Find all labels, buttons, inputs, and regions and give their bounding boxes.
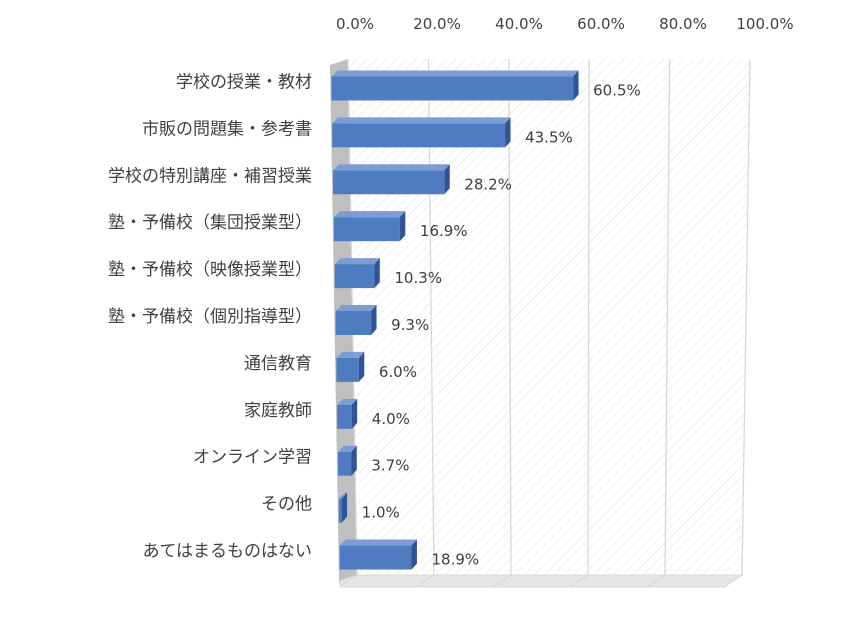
bar-front bbox=[332, 123, 506, 148]
gridline bbox=[587, 58, 590, 576]
gridline bbox=[508, 58, 512, 576]
gridline-floor bbox=[415, 574, 435, 588]
data-label: 43.5% bbox=[525, 128, 573, 146]
bar bbox=[336, 351, 365, 382]
bar-front bbox=[333, 170, 445, 195]
bar-front bbox=[337, 404, 352, 429]
data-label: 1.0% bbox=[362, 504, 400, 522]
bar-top bbox=[333, 211, 406, 218]
gridline bbox=[664, 58, 671, 576]
data-label: 4.0% bbox=[372, 410, 410, 428]
bar-top bbox=[337, 398, 358, 405]
gridline-floor bbox=[646, 574, 666, 588]
data-label: 9.3% bbox=[391, 316, 429, 334]
data-label: 3.7% bbox=[371, 457, 409, 475]
bar-front bbox=[336, 357, 359, 382]
bar-side bbox=[351, 398, 358, 429]
bar-front bbox=[335, 311, 372, 335]
bar bbox=[337, 398, 358, 429]
bar-top bbox=[335, 305, 377, 311]
bar-top bbox=[336, 351, 365, 358]
category-label: 市販の問題集・参考書 bbox=[142, 119, 312, 139]
bar-front bbox=[339, 545, 412, 570]
bar-top bbox=[332, 117, 511, 124]
bar-side bbox=[411, 539, 417, 570]
gridline-floor bbox=[492, 574, 512, 588]
bar-side bbox=[351, 445, 357, 476]
category-label: 学校の特別講座・補習授業 bbox=[108, 166, 312, 186]
category-label: 塾・予備校（個別指導型） bbox=[108, 306, 312, 327]
bar-top bbox=[331, 70, 579, 77]
category-label: その他 bbox=[261, 495, 312, 515]
bar bbox=[335, 305, 377, 335]
bar-top bbox=[339, 539, 417, 546]
gridline bbox=[741, 58, 751, 576]
category-label: あてはまるものはない bbox=[143, 542, 312, 562]
bar-front bbox=[338, 498, 342, 523]
bar-side bbox=[371, 305, 377, 335]
x-tick-label: 40.0% bbox=[495, 15, 543, 33]
bar-side bbox=[358, 351, 365, 382]
bar-front bbox=[333, 217, 400, 242]
data-label: 6.0% bbox=[379, 363, 417, 381]
bar-side bbox=[341, 492, 348, 523]
bar-top bbox=[333, 164, 450, 171]
category-label: 学校の授業・教材 bbox=[176, 72, 312, 92]
x-tick-label: 20.0% bbox=[413, 15, 461, 33]
category-label: 塾・予備校（映像授業型） bbox=[108, 259, 312, 280]
bar-side bbox=[444, 164, 450, 195]
category-label: 通信教育 bbox=[244, 354, 312, 374]
bar-top bbox=[338, 492, 348, 499]
gridline-floor bbox=[723, 574, 743, 588]
bar-side bbox=[374, 258, 380, 289]
x-tick-label: 0.0% bbox=[336, 15, 374, 33]
bar-front bbox=[331, 76, 574, 101]
floor bbox=[338, 574, 744, 588]
gridline-floor bbox=[569, 574, 589, 588]
bar bbox=[333, 164, 450, 195]
bars bbox=[331, 70, 579, 570]
data-label: 16.9% bbox=[420, 222, 468, 240]
category-label: 家庭教師 bbox=[244, 401, 312, 421]
bar-side bbox=[505, 117, 511, 148]
data-label: 10.3% bbox=[394, 269, 442, 287]
data-label: 18.9% bbox=[432, 551, 480, 569]
data-label: 28.2% bbox=[464, 175, 512, 193]
gridline-floor bbox=[338, 574, 358, 588]
bar bbox=[339, 539, 417, 570]
bar-front bbox=[337, 451, 352, 476]
category-label: オンライン学習 bbox=[193, 448, 312, 468]
bar bbox=[334, 258, 380, 289]
bar-front bbox=[334, 264, 375, 289]
bar-side bbox=[573, 70, 579, 101]
labels: 0.0% 20.0% 40.0% 60.0% 80.0% 100.0% 60.5% 学校の授業… bbox=[108, 15, 794, 569]
bar-top bbox=[334, 258, 380, 265]
category-label: 塾・予備校（集団授業型） bbox=[108, 212, 312, 233]
bar-top bbox=[337, 445, 357, 452]
x-tick-label: 80.0% bbox=[659, 15, 707, 33]
data-label: 60.5% bbox=[593, 81, 641, 99]
bar bbox=[331, 70, 579, 101]
x-tick-label: 60.0% bbox=[577, 15, 625, 33]
bar-side bbox=[399, 211, 406, 242]
bar bbox=[338, 492, 348, 523]
bar bbox=[337, 445, 357, 476]
bar bbox=[333, 211, 406, 242]
bar bbox=[332, 117, 511, 148]
x-tick-label: 100.0% bbox=[736, 15, 793, 33]
